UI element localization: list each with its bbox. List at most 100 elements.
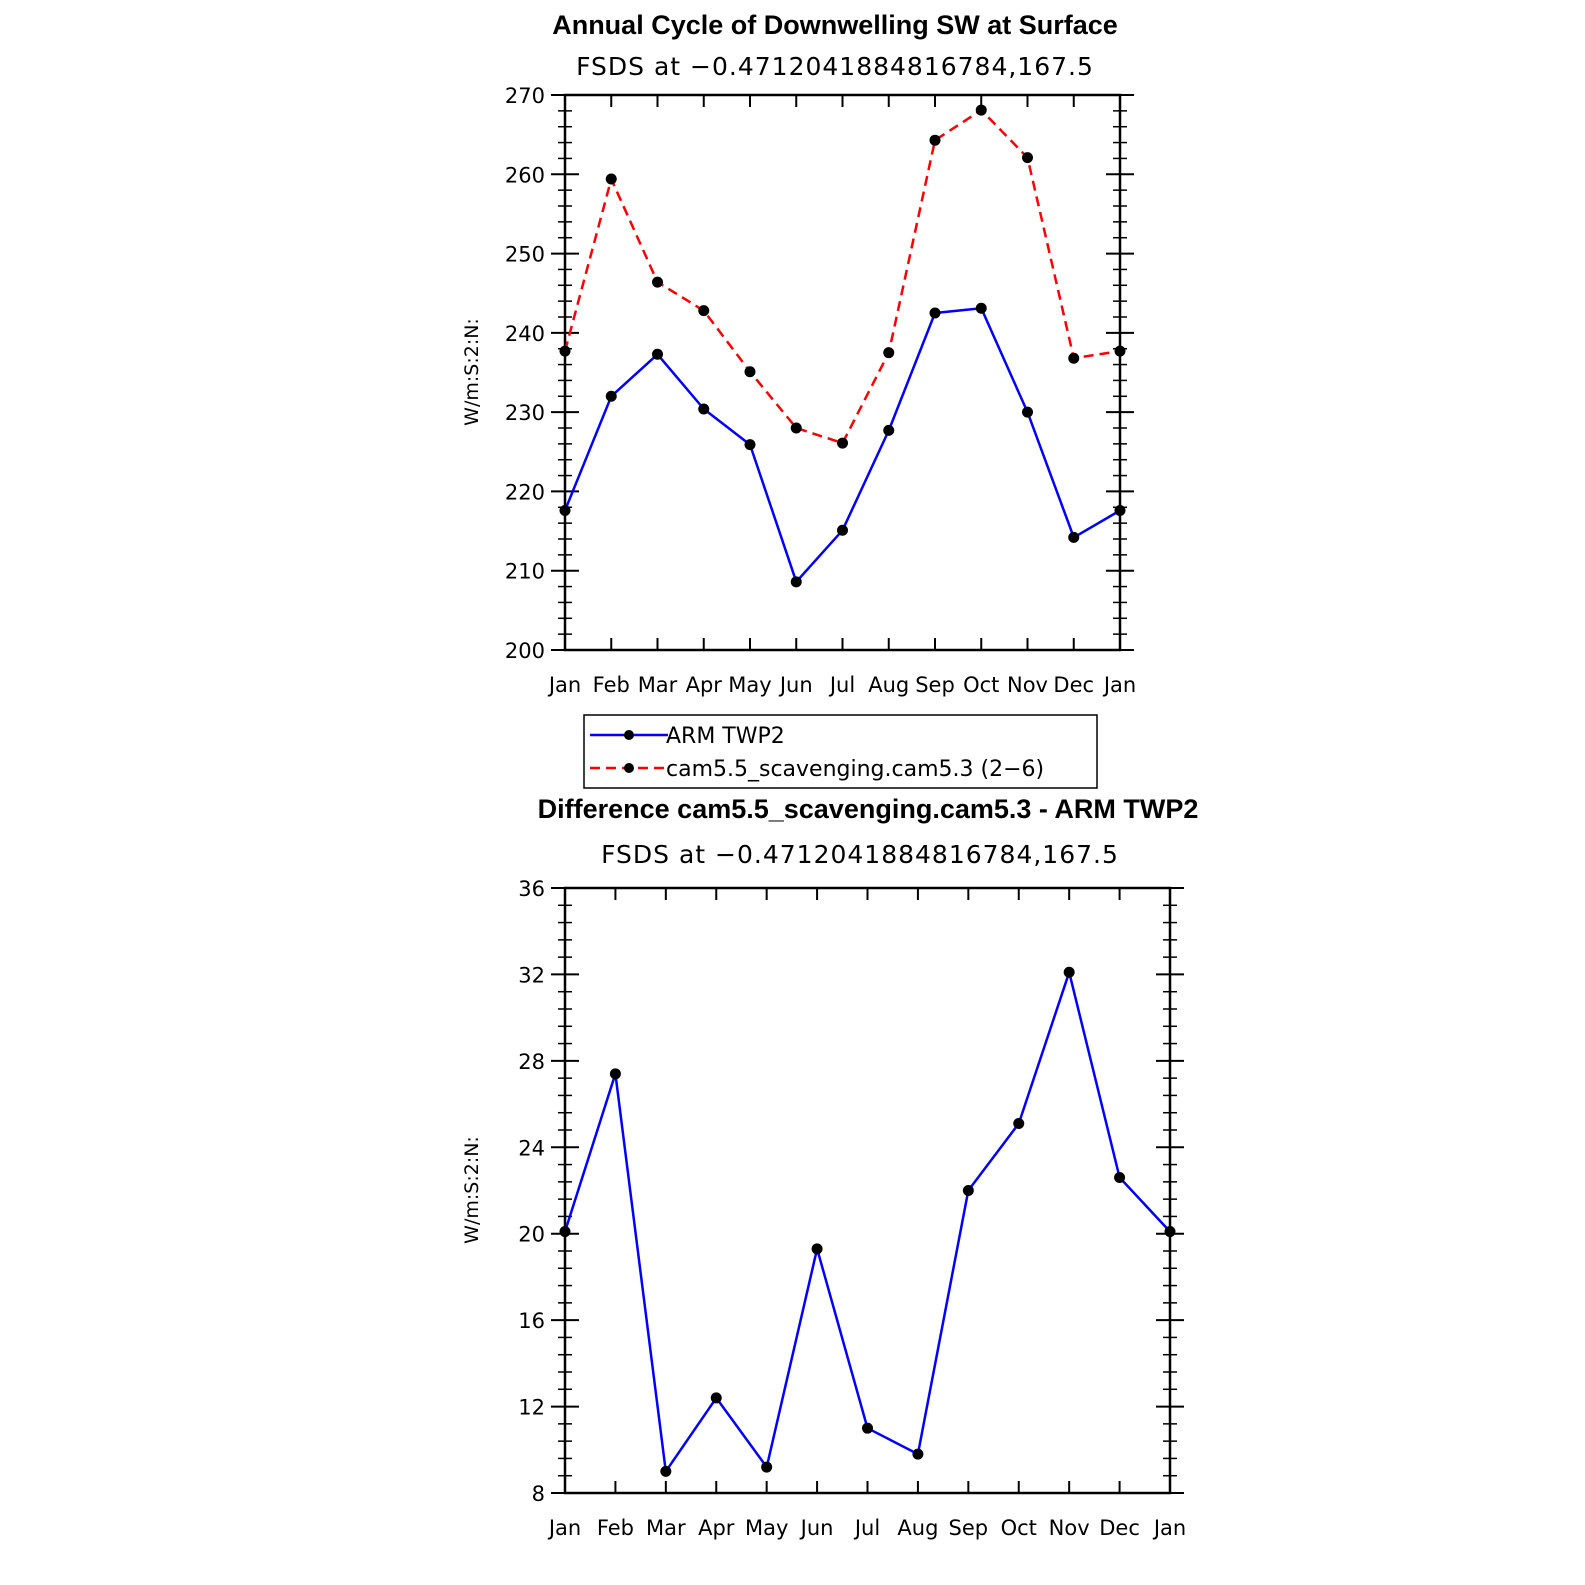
c2-y-tick-label: 16	[518, 1309, 545, 1333]
legend-label-arm: ARM TWP2	[666, 724, 785, 749]
chart2-series	[559, 966, 1176, 1477]
c2-x-tick-label: Feb	[597, 1516, 634, 1540]
c2-series-0-point	[660, 1465, 672, 1477]
c2-series-0-point	[811, 1243, 823, 1255]
c2-series-0-point	[962, 1185, 974, 1196]
c1-x-tick-label: Feb	[593, 673, 630, 697]
chart2-axes	[551, 886, 1184, 1495]
c2-series-0-point	[1114, 1172, 1126, 1184]
c2-y-tick-label: 8	[532, 1482, 545, 1506]
c2-series-0-point	[559, 1226, 571, 1238]
c2-x-tick-label: Sep	[949, 1516, 989, 1540]
c1-y-tick-label: 270	[505, 84, 545, 108]
c2-series-0-point	[912, 1448, 924, 1460]
c1-y-tick-label: 200	[505, 639, 545, 663]
c1-series-0-point	[559, 504, 571, 516]
c1-x-tick-label: Jun	[778, 673, 813, 697]
c1-x-tick-label: Sep	[915, 673, 955, 697]
c1-plot-frame	[563, 93, 1122, 652]
c2-x-tick-label: Jan	[547, 1516, 581, 1540]
c2-x-tick-label: Nov	[1049, 1516, 1090, 1540]
c1-series-0-point	[883, 424, 895, 436]
c2-series-0-point	[1164, 1226, 1176, 1238]
c1-y-tick-label: 210	[505, 560, 545, 584]
c2-series-0-point	[1063, 966, 1075, 978]
c1-x-tick-label: May	[728, 673, 771, 697]
c2-series-0-point	[862, 1422, 873, 1434]
c1-series-0-point	[605, 390, 617, 402]
c1-y-tick-label: 250	[505, 243, 545, 267]
chart2-tick-labels: Jan Feb Mar Apr May Jun Jul Aug Sep Oct Nov Dec Jan8…	[518, 877, 1186, 1540]
difference-chart: Difference cam5.5_scavenging.cam5.3 - AR…	[461, 794, 1198, 1540]
chart1-tick-labels: Jan Feb Mar Apr May Jun Jul Aug Sep Oct Nov Dec Jan2…	[505, 84, 1136, 697]
c1-series-1-point	[1114, 345, 1126, 357]
c1-y-tick-label: 230	[505, 401, 545, 425]
c1-series-0-point	[698, 403, 710, 415]
c1-x-tick-label: Jul	[828, 673, 855, 697]
c1-series-1-point	[883, 347, 895, 359]
c2-x-tick-label: Jul	[853, 1516, 880, 1540]
c2-x-tick-label: Jun	[799, 1516, 834, 1540]
c1-series-1-point	[605, 173, 617, 185]
c2-series-0-point	[609, 1068, 621, 1080]
c1-series-1-point	[929, 134, 941, 146]
chart1-axes	[551, 93, 1134, 652]
c2-series-line-0	[563, 971, 1171, 1473]
c1-series-0-point	[744, 439, 756, 451]
c2-y-tick-label: 32	[518, 963, 545, 987]
c1-x-tick-label: Aug	[868, 673, 909, 697]
c1-x-tick-label: Dec	[1053, 673, 1094, 697]
c1-series-0-point	[975, 302, 987, 314]
c1-x-tick-label: Jan	[1102, 673, 1136, 697]
c2-x-tick-label: Dec	[1099, 1516, 1140, 1540]
c1-series-1-point	[559, 345, 571, 357]
legend-box	[583, 714, 1098, 789]
legend-label-cam: cam5.5_scavenging.cam5.3 (2−6)	[666, 757, 1044, 782]
c2-y-tick-label: 24	[518, 1136, 545, 1160]
c1-x-tick-label: Mar	[638, 673, 678, 697]
c1-x-tick-label: Apr	[686, 673, 723, 697]
legend-marker-arm	[624, 730, 634, 740]
c1-series-1-point	[1068, 352, 1080, 364]
c1-series-1-point	[652, 276, 663, 288]
c1-x-tick-label: Jan	[547, 673, 581, 697]
c1-x-tick-label: Oct	[963, 673, 999, 697]
c1-series-1-point	[744, 366, 756, 378]
c1-series-1-point	[790, 422, 802, 434]
c1-series-0-point	[1114, 504, 1126, 516]
chart1-subtitle: FSDS at −0.4712041884816784,167.5	[576, 52, 1094, 81]
c2-x-tick-label: Mar	[646, 1516, 686, 1540]
chart1-series	[559, 104, 1126, 588]
legend-marker-cam	[624, 763, 634, 773]
c1-y-tick-label: 240	[505, 322, 545, 346]
c2-x-tick-label: May	[745, 1516, 788, 1540]
chart1-legend: ARM TWP2 cam5.5_scavenging.cam5.3 (2−6)	[583, 714, 1098, 789]
c2-y-tick-label: 12	[518, 1396, 545, 1420]
chart2-ylabel: W/m:S:2:N:	[461, 1136, 483, 1244]
c2-x-tick-label: Jan	[1152, 1516, 1186, 1540]
c2-series-0-point	[710, 1392, 722, 1404]
c1-series-0-point	[790, 576, 802, 588]
c1-x-tick-label: Nov	[1007, 673, 1048, 697]
c2-x-tick-label: Apr	[698, 1516, 735, 1540]
c1-series-1-point	[837, 437, 848, 449]
c1-series-0-point	[837, 524, 848, 536]
c2-y-tick-label: 36	[518, 877, 545, 901]
c1-series-line-1	[563, 108, 1121, 445]
c2-x-tick-label: Aug	[897, 1516, 938, 1540]
annual-cycle-chart: Annual Cycle of Downwelling SW at Surfac…	[461, 10, 1136, 789]
c2-y-tick-label: 28	[518, 1050, 545, 1074]
c1-series-1-point	[975, 104, 987, 116]
chart2-title: Difference cam5.5_scavenging.cam5.3 - AR…	[538, 794, 1199, 824]
c1-series-0-point	[1068, 531, 1080, 543]
c2-series-0-point	[1013, 1118, 1025, 1130]
c2-y-tick-label: 20	[518, 1223, 545, 1247]
chart1-title: Annual Cycle of Downwelling SW at Surfac…	[552, 10, 1118, 40]
c1-y-tick-label: 220	[505, 480, 545, 504]
c1-series-1-point	[698, 305, 710, 317]
c1-series-1-point	[1022, 152, 1033, 164]
chart2-subtitle: FSDS at −0.4712041884816784,167.5	[601, 840, 1119, 869]
c2-plot-frame	[563, 886, 1172, 1495]
c1-series-0-point	[652, 348, 663, 360]
